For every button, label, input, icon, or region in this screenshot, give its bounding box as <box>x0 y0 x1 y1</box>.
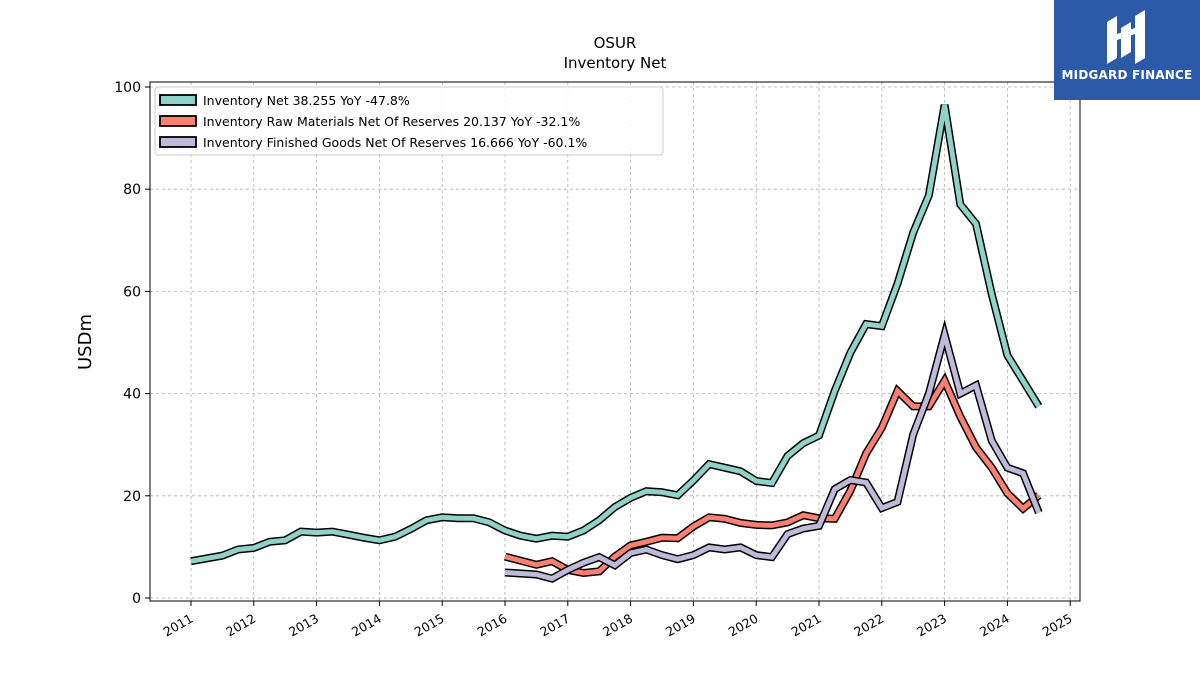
y-tick-label: 0 <box>132 591 141 607</box>
legend-label-raw-materials: Inventory Raw Materials Net Of Reserves … <box>203 114 580 129</box>
x-tick-label: 2022 <box>851 611 886 640</box>
x-tick-label: 2017 <box>537 611 572 640</box>
x-tick-label: 2025 <box>1040 611 1075 640</box>
series-inventory-net <box>190 104 1043 566</box>
y-tick-label: 100 <box>114 80 141 96</box>
y-tick-label: 20 <box>123 489 141 505</box>
x-tick-label: 2024 <box>977 611 1012 640</box>
x-tick-label: 2023 <box>914 611 949 640</box>
plot-frame <box>149 81 1081 602</box>
legend-box <box>154 86 664 156</box>
series-outline <box>190 104 1043 566</box>
brand-name: MIDGARD FINANCE <box>1061 68 1193 82</box>
x-tick-label: 2021 <box>788 611 823 640</box>
brand-logo: MIDGARD FINANCE <box>1054 0 1200 100</box>
x-tick-label: 2016 <box>474 611 509 640</box>
x-tick-label: 2020 <box>726 611 761 640</box>
legend: Inventory Net 38.255 YoY -47.8% Inventor… <box>154 86 664 156</box>
y-tick-label: 80 <box>123 182 141 198</box>
legend-label-inventory-net: Inventory Net 38.255 YoY -47.8% <box>203 93 410 108</box>
y-tick-label: 40 <box>123 387 141 403</box>
series-line <box>190 104 1041 564</box>
x-tick-label: 2015 <box>412 611 447 640</box>
x-tick-label: 2018 <box>600 611 635 640</box>
x-tick-label: 2014 <box>349 611 384 640</box>
midgard-logo-icon <box>1107 10 1145 64</box>
legend-label-finished-goods: Inventory Finished Goods Net Of Reserves… <box>203 135 587 150</box>
chart-subtitle: Inventory Net <box>564 54 667 72</box>
series-line <box>504 325 1042 582</box>
series-lines <box>190 104 1043 583</box>
x-tick-label: 2013 <box>286 611 321 640</box>
x-tick-label: 2012 <box>223 611 258 640</box>
x-tick-label: 2011 <box>160 611 195 640</box>
x-tick-label: 2019 <box>663 611 698 640</box>
series-outline <box>504 319 1043 583</box>
legend-swatch-finished-goods <box>159 136 197 148</box>
series-finished-goods <box>504 319 1043 583</box>
y-tick-label: 60 <box>123 284 141 300</box>
chart-title: OSUR <box>594 34 637 52</box>
legend-swatch-inventory-net <box>159 94 197 106</box>
legend-swatch-raw-materials <box>159 115 197 127</box>
y-axis-label: USDm <box>75 314 96 370</box>
